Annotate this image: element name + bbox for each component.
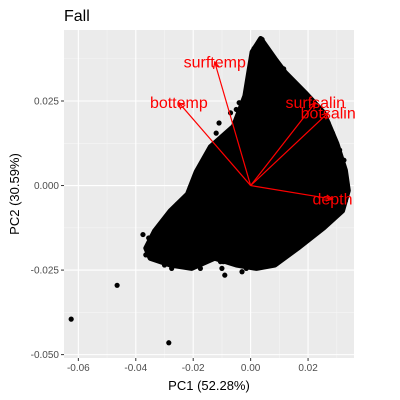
data-point — [268, 259, 274, 265]
y-axis-label: PC2 (30.59%) — [7, 153, 22, 235]
y-tick-label: -0.025 — [31, 266, 60, 277]
loading-vector — [214, 61, 252, 186]
data-point — [190, 245, 196, 251]
vector-arrowhead — [321, 111, 330, 120]
loading-vector — [250, 102, 316, 186]
x-tick-label: -0.04 — [124, 363, 147, 374]
data-point — [166, 242, 172, 248]
data-point — [169, 265, 175, 271]
vector-arrowhead — [177, 101, 186, 110]
y-tick-label: 0.025 — [34, 97, 59, 108]
data-point — [192, 259, 198, 265]
data-point — [239, 269, 245, 275]
data-point — [220, 252, 226, 258]
data-point — [219, 265, 225, 271]
data-point — [281, 66, 287, 72]
y-tick-label: -0.050 — [31, 350, 60, 361]
data-point — [180, 198, 186, 204]
data-point — [233, 106, 239, 113]
data-point — [325, 120, 331, 126]
loading-vector — [250, 112, 329, 186]
data-point — [161, 262, 168, 268]
data-point — [329, 215, 336, 221]
x-tick-label: 0.00 — [241, 363, 261, 374]
data-point — [146, 235, 152, 241]
x-tick-label: -0.02 — [182, 363, 205, 374]
chart-title: Fall — [64, 8, 90, 25]
data-point — [226, 248, 232, 255]
data-point — [143, 252, 149, 258]
data-point — [329, 130, 336, 136]
data-point — [252, 262, 258, 268]
loading-vector-label: bottemp — [150, 95, 208, 112]
data-point — [289, 238, 295, 244]
x-tick-label: -0.06 — [67, 363, 90, 374]
loading-vector-label: botsalin — [301, 105, 356, 122]
data-point — [338, 201, 344, 207]
data-point — [275, 62, 281, 69]
vector-arrowhead — [212, 60, 220, 70]
data-point — [268, 52, 274, 58]
data-point — [305, 103, 311, 109]
outlier-point — [114, 282, 120, 288]
data-point — [256, 41, 262, 47]
outlier-point — [166, 340, 172, 346]
y-tick-label: 0.000 — [34, 181, 59, 192]
data-point — [197, 265, 203, 271]
data-point — [285, 79, 291, 86]
data-point — [140, 231, 146, 238]
data-point — [342, 177, 348, 184]
scatter-points — [68, 36, 348, 346]
loading-vector-label: surftemp — [184, 55, 246, 72]
data-point — [156, 248, 162, 255]
data-point — [259, 36, 265, 43]
data-point — [279, 252, 285, 258]
outlier-point — [68, 316, 74, 322]
x-axis: -0.06 -0.04 -0.02 0.00 0.02 — [67, 358, 318, 374]
data-point — [220, 259, 226, 265]
data-point — [237, 255, 244, 261]
data-point — [206, 242, 212, 248]
vector-arrowhead — [325, 194, 334, 202]
loading-vectors — [177, 60, 334, 202]
data-point — [243, 265, 249, 271]
loading-vector — [250, 184, 333, 200]
data-point — [337, 147, 343, 153]
data-point — [187, 184, 193, 190]
data-point — [183, 262, 189, 268]
data-point — [295, 100, 301, 106]
data-point — [308, 231, 314, 238]
data-point — [251, 45, 257, 52]
data-point — [174, 208, 181, 214]
data-point — [204, 255, 211, 261]
y-axis: -0.050 -0.025 0.000 0.025 — [31, 97, 64, 361]
data-point — [174, 201, 181, 207]
data-point — [216, 120, 222, 126]
vector-arrowhead — [308, 101, 317, 110]
loading-vector-label: depth — [312, 192, 352, 209]
data-point — [263, 49, 270, 55]
data-point — [316, 225, 323, 231]
data-point — [341, 157, 347, 163]
data-point — [342, 198, 348, 204]
x-axis-label: PC1 (52.28%) — [168, 378, 250, 393]
data-point — [260, 255, 267, 261]
loading-vector — [178, 102, 252, 186]
data-point — [298, 242, 304, 248]
loading-vector-label: surfsalin — [285, 95, 345, 112]
data-point — [170, 211, 176, 217]
data-point — [213, 130, 219, 136]
data-point — [236, 100, 242, 106]
x-tick-label: 0.02 — [298, 363, 318, 374]
data-point — [222, 272, 228, 278]
data-point — [179, 252, 185, 258]
